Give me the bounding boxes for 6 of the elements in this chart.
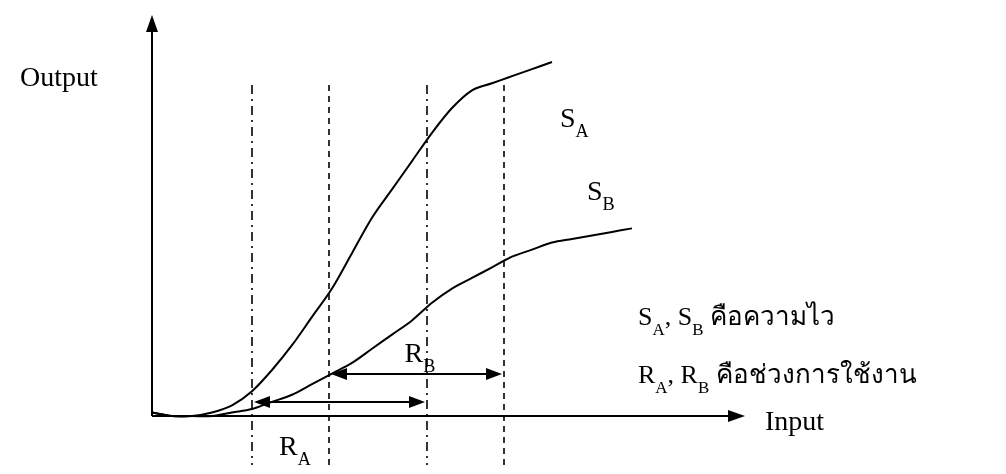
annotation: R$_{B}$ [404, 337, 436, 377]
annotation: R$_{A}$, R$_{B}$ คือช่วงการใช้งาน [638, 360, 917, 397]
annotation: R$_{A}$ [279, 430, 311, 469]
annotation: S$_{A}$, S$_{B}$ คือความไว [638, 302, 835, 339]
ylabel: Output [20, 61, 98, 92]
xlabel: Input [765, 405, 825, 436]
